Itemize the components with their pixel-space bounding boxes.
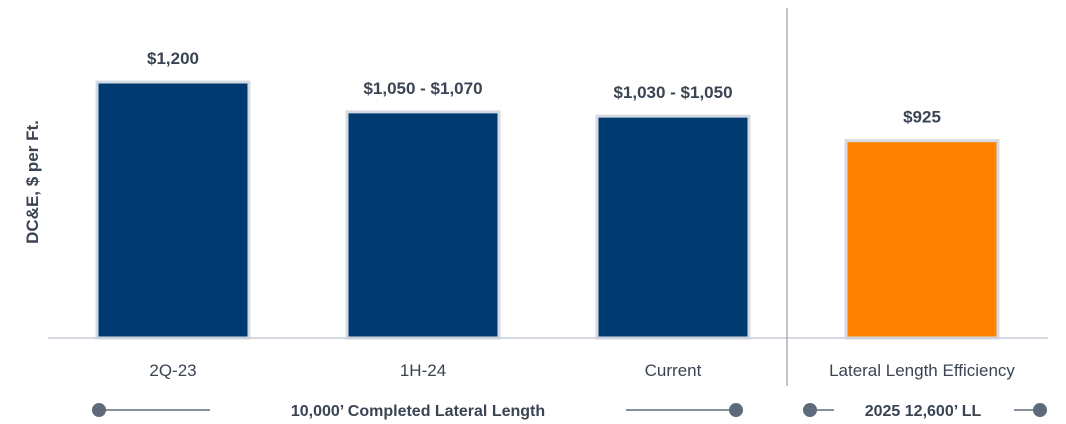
y-axis-label: DC&E, $ per Ft.: [23, 120, 42, 244]
x-tick-label-1: 1H-24: [400, 361, 446, 380]
legend: 10,000’ Completed Lateral Length 2025 12,…: [92, 403, 1047, 420]
legend-dot-right-0: [729, 403, 743, 417]
value-labels-group: $1,200 $1,050 - $1,070 $1,030 - $1,050 $925: [147, 49, 941, 127]
legend-label-0: 10,000’ Completed Lateral Length: [291, 403, 545, 420]
value-label-0: $1,200: [147, 49, 199, 68]
value-label-2: $1,030 - $1,050: [613, 83, 732, 102]
bar-2: [595, 114, 751, 340]
legend-dot-right-1: [1033, 403, 1047, 417]
bar-1: [345, 110, 501, 340]
bars-group: [95, 80, 1000, 340]
bar-3: [844, 139, 1000, 340]
x-tick-label-3: Lateral Length Efficiency: [829, 361, 1015, 380]
legend-label-1: 2025 12,600’ LL: [865, 403, 982, 420]
x-tick-label-0: 2Q-23: [149, 361, 196, 380]
value-label-1: $1,050 - $1,070: [363, 79, 482, 98]
x-tick-label-2: Current: [645, 361, 702, 380]
category-ticks-group: 2Q-23 1H-24 Current Lateral Length Efficien…: [149, 361, 1015, 380]
value-label-3: $925: [903, 108, 941, 127]
bar-0: [95, 80, 251, 340]
